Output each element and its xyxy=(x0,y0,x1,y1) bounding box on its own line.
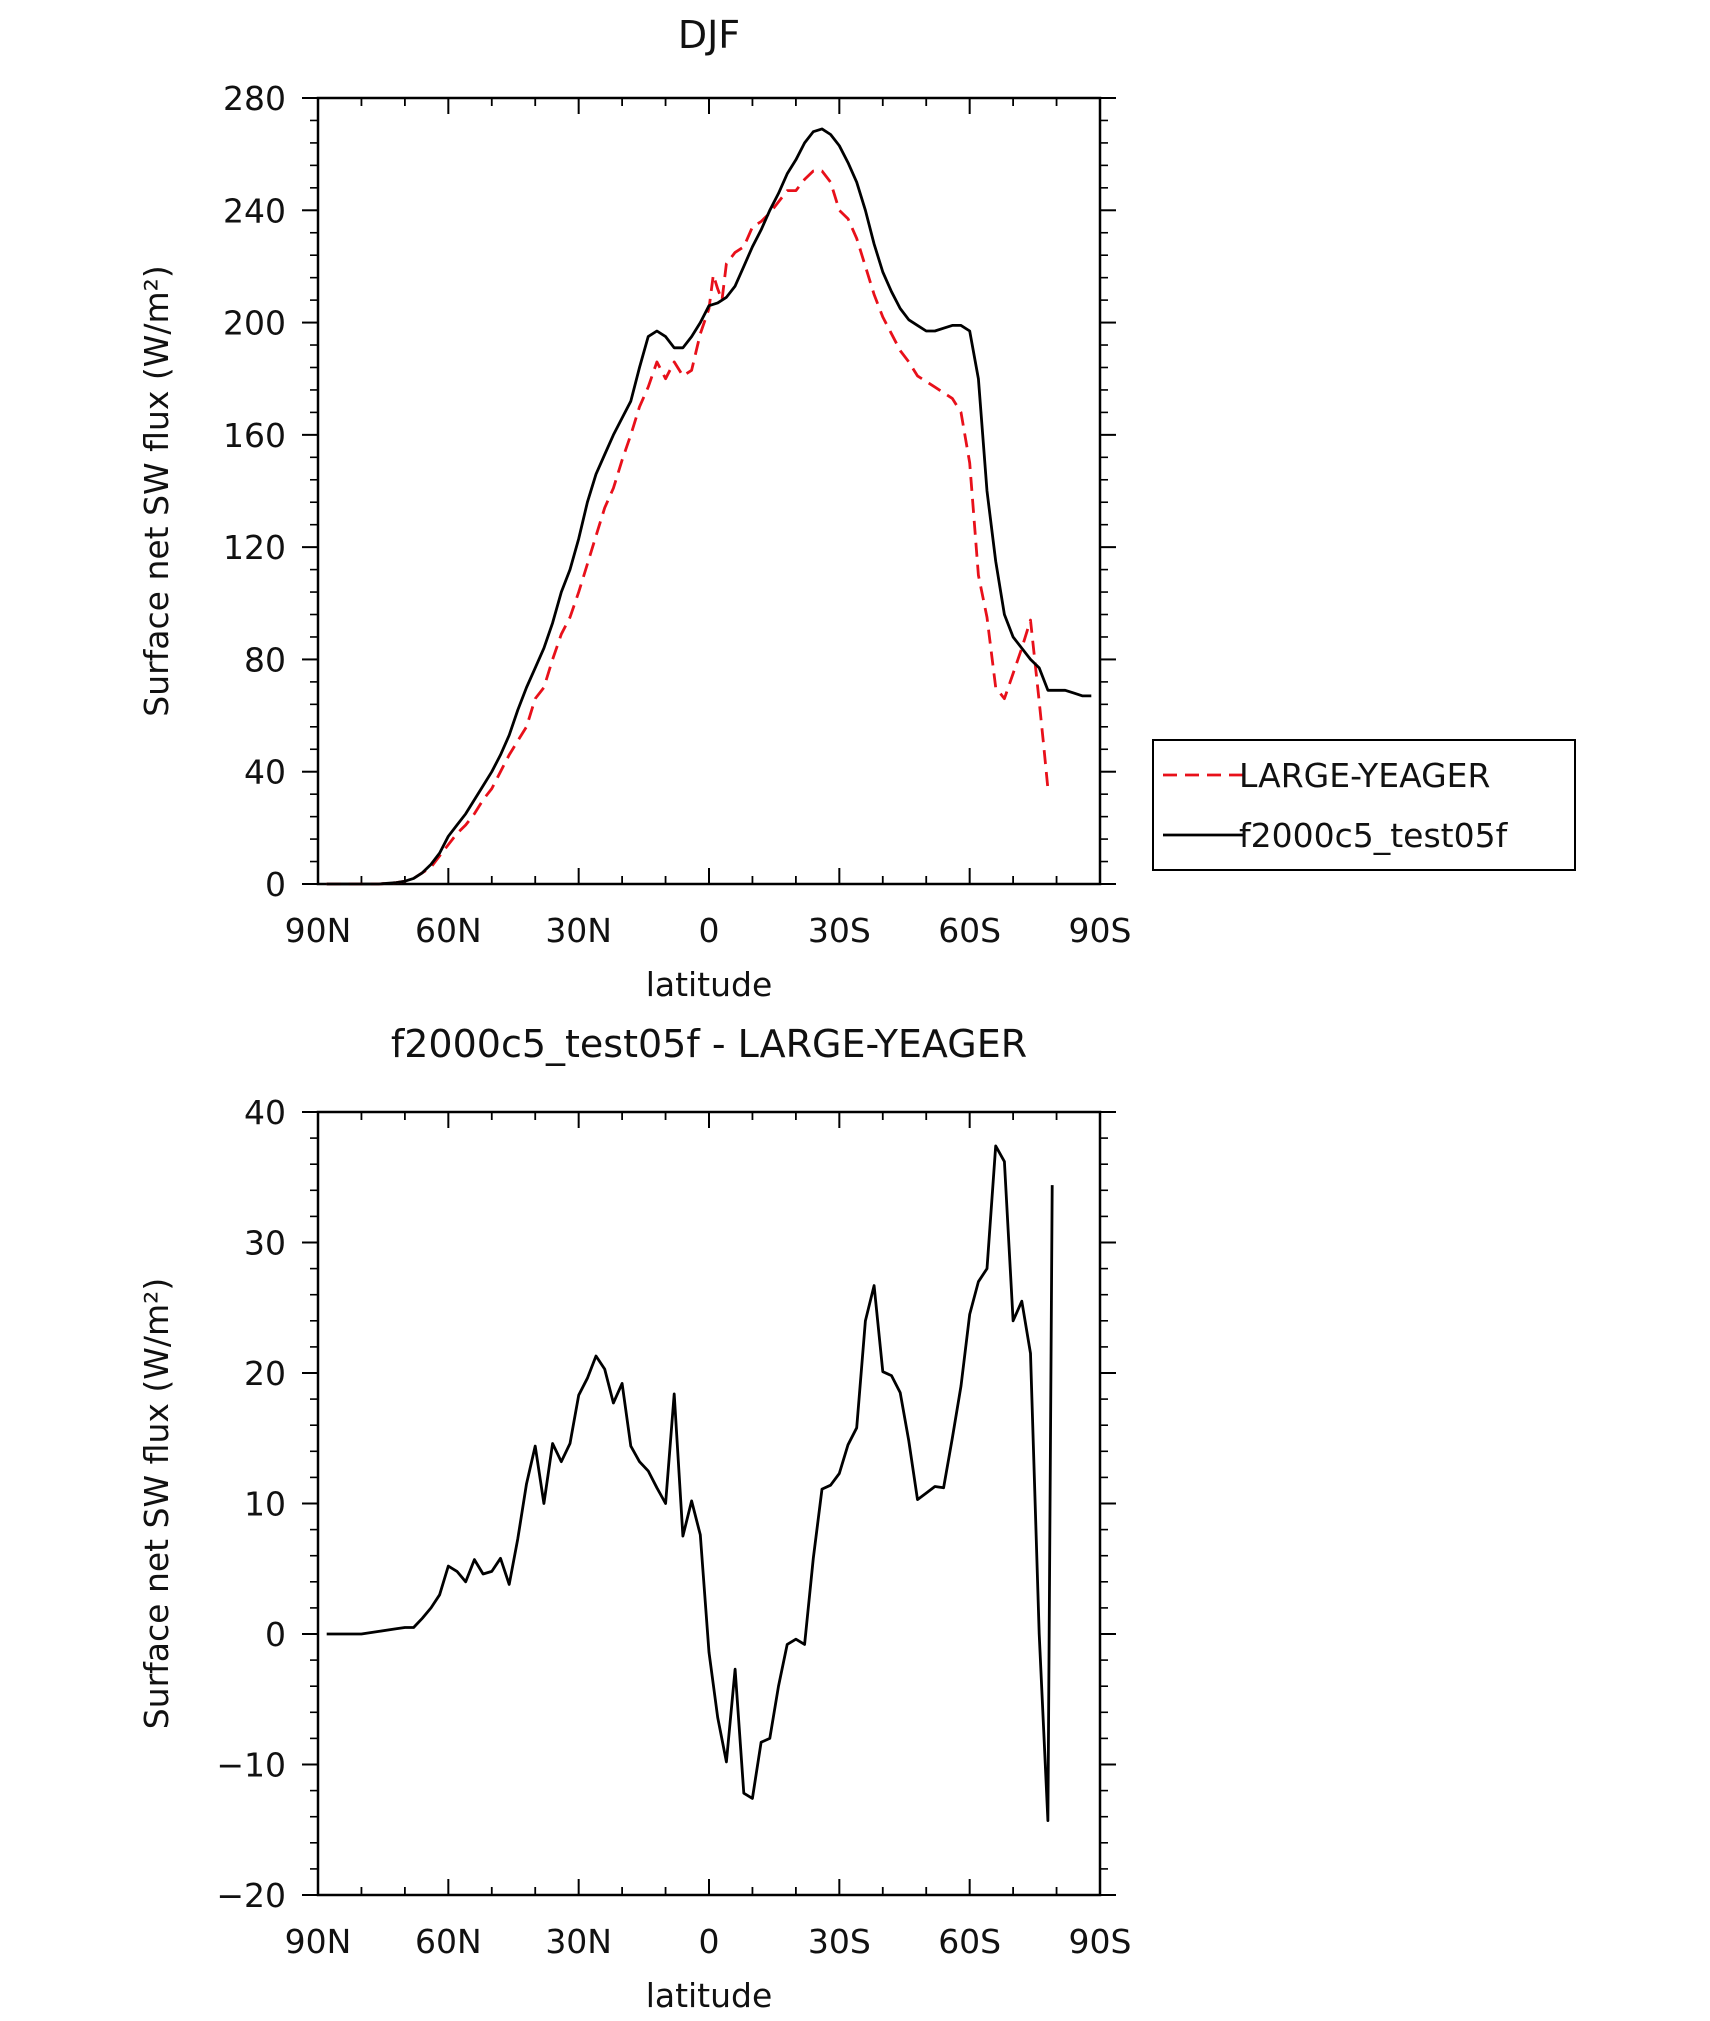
x-axis-label: latitude xyxy=(646,965,773,1004)
legend-entry: LARGE-YEAGER xyxy=(1239,756,1490,795)
y-tick-label: 160 xyxy=(223,416,286,455)
series-line-difference xyxy=(326,1144,1054,1822)
series-line-f2000c5-test05f xyxy=(326,127,1092,886)
y-tick-label: 40 xyxy=(244,1093,286,1132)
y-tick-label: 20 xyxy=(244,1354,286,1393)
x-tick-label: 60S xyxy=(938,911,1001,950)
x-tick-label: 90N xyxy=(285,911,352,950)
x-tick-label: 90N xyxy=(285,1922,352,1961)
top-panel-djf: 90N 60N 30N 0 30S 60S 90S 0 40 80 120 160 200 240 280 D… xyxy=(137,13,1576,1004)
x-tick-label: 60N xyxy=(415,1922,482,1961)
y-tick-label: −20 xyxy=(216,1876,286,1915)
y-tick-label: 0 xyxy=(265,1615,286,1654)
y-axis-label: Surface net SW flux (W/m²) xyxy=(137,1278,176,1730)
y-tick-label: 240 xyxy=(223,191,286,230)
chart-title: DJF xyxy=(678,13,740,57)
y-axis-label: Surface net SW flux (W/m²) xyxy=(137,265,176,717)
x-tick-label: 90S xyxy=(1069,1922,1132,1961)
y-tick-label: 80 xyxy=(244,640,286,679)
x-tick-label: 60S xyxy=(938,1922,1001,1961)
y-tick-label: 40 xyxy=(244,753,286,792)
x-tick-label: 0 xyxy=(699,911,720,950)
x-tick-label: 30N xyxy=(545,911,612,950)
x-tick-label: 30N xyxy=(545,1922,612,1961)
y-tick-label: 0 xyxy=(265,865,286,904)
x-axis-label: latitude xyxy=(646,1976,773,2015)
x-tick-label: 90S xyxy=(1069,911,1132,950)
legend-entry: f2000c5_test05f xyxy=(1239,816,1509,855)
series-line-large-yeager xyxy=(326,169,1053,886)
y-tick-label: 120 xyxy=(223,528,286,567)
x-tick-label: 0 xyxy=(699,1922,720,1961)
x-tick-label: 30S xyxy=(808,1922,871,1961)
x-tick-label: 30S xyxy=(808,911,871,950)
chart-title: f2000c5_test05f - LARGE-YEAGER xyxy=(391,1022,1027,1066)
x-tick-label: 60N xyxy=(415,911,482,950)
y-tick-label: −10 xyxy=(216,1746,286,1785)
y-tick-label: 200 xyxy=(223,304,286,343)
y-tick-label: 10 xyxy=(244,1485,286,1524)
legend-box xyxy=(1152,739,1576,871)
y-tick-label: 280 xyxy=(223,79,286,118)
bottom-panel-difference: 90N 60N 30N 0 30S 60S 90S −20 −10 0 10 20 30 40 f2000c… xyxy=(137,1022,1131,2015)
y-tick-label: 30 xyxy=(244,1224,286,1263)
